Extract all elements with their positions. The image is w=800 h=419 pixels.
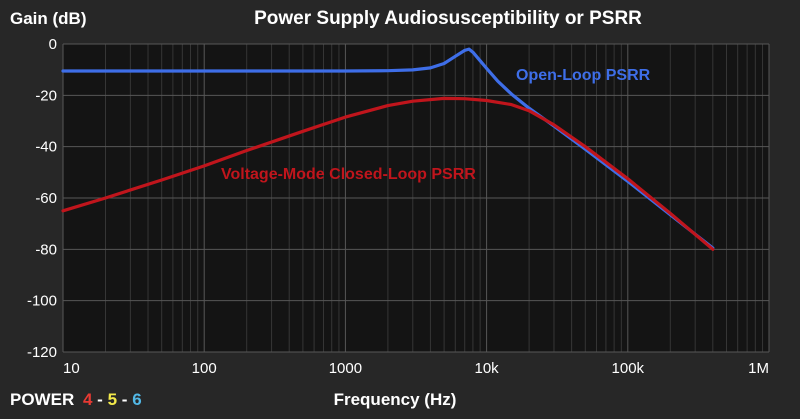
brand-number-6: 6 [132, 390, 141, 409]
series-label-closed-loop: Voltage-Mode Closed-Loop PSRR [221, 166, 476, 183]
x-axis-label: Frequency (Hz) [334, 390, 457, 409]
x-tick-label: 10 [63, 360, 80, 377]
brand-dash-2: - [122, 390, 128, 409]
series-line-closed-loop [61, 96, 715, 251]
tick-labels: 0 -20 -40 -60 -80 -100 -120 10 100 1000 10k 100k 1M [27, 36, 769, 377]
y-tick-label: -120 [27, 344, 57, 361]
y-tick-label: -40 [35, 139, 57, 156]
brand-logo: POWER 4 - 5 - 6 [10, 390, 142, 409]
x-tick-label: 10k [475, 360, 500, 377]
y-tick-label: 0 [49, 36, 57, 53]
brand-number-4: 4 [83, 390, 93, 409]
x-tick-label: 1000 [329, 360, 362, 377]
y-tick-label: -80 [35, 241, 57, 258]
y-axis-label: Gain (dB) [10, 9, 87, 28]
series-label-open-loop: Open-Loop PSRR [516, 67, 651, 84]
x-tick-label: 100 [192, 360, 217, 377]
grid [62, 43, 770, 353]
brand-word: POWER [10, 390, 74, 409]
series-line-open-loop [61, 47, 715, 250]
brand-dash-1: - [97, 390, 103, 409]
y-tick-label: -20 [35, 87, 57, 104]
x-tick-label: 100k [612, 360, 645, 377]
x-tick-label: 1M [748, 360, 769, 377]
y-tick-label: -100 [27, 293, 57, 310]
y-tick-label: -60 [35, 190, 57, 207]
series-layer [61, 47, 715, 251]
chart-title: Power Supply Audiosusceptibility or PSRR [254, 8, 642, 29]
brand-number-5: 5 [108, 390, 117, 409]
